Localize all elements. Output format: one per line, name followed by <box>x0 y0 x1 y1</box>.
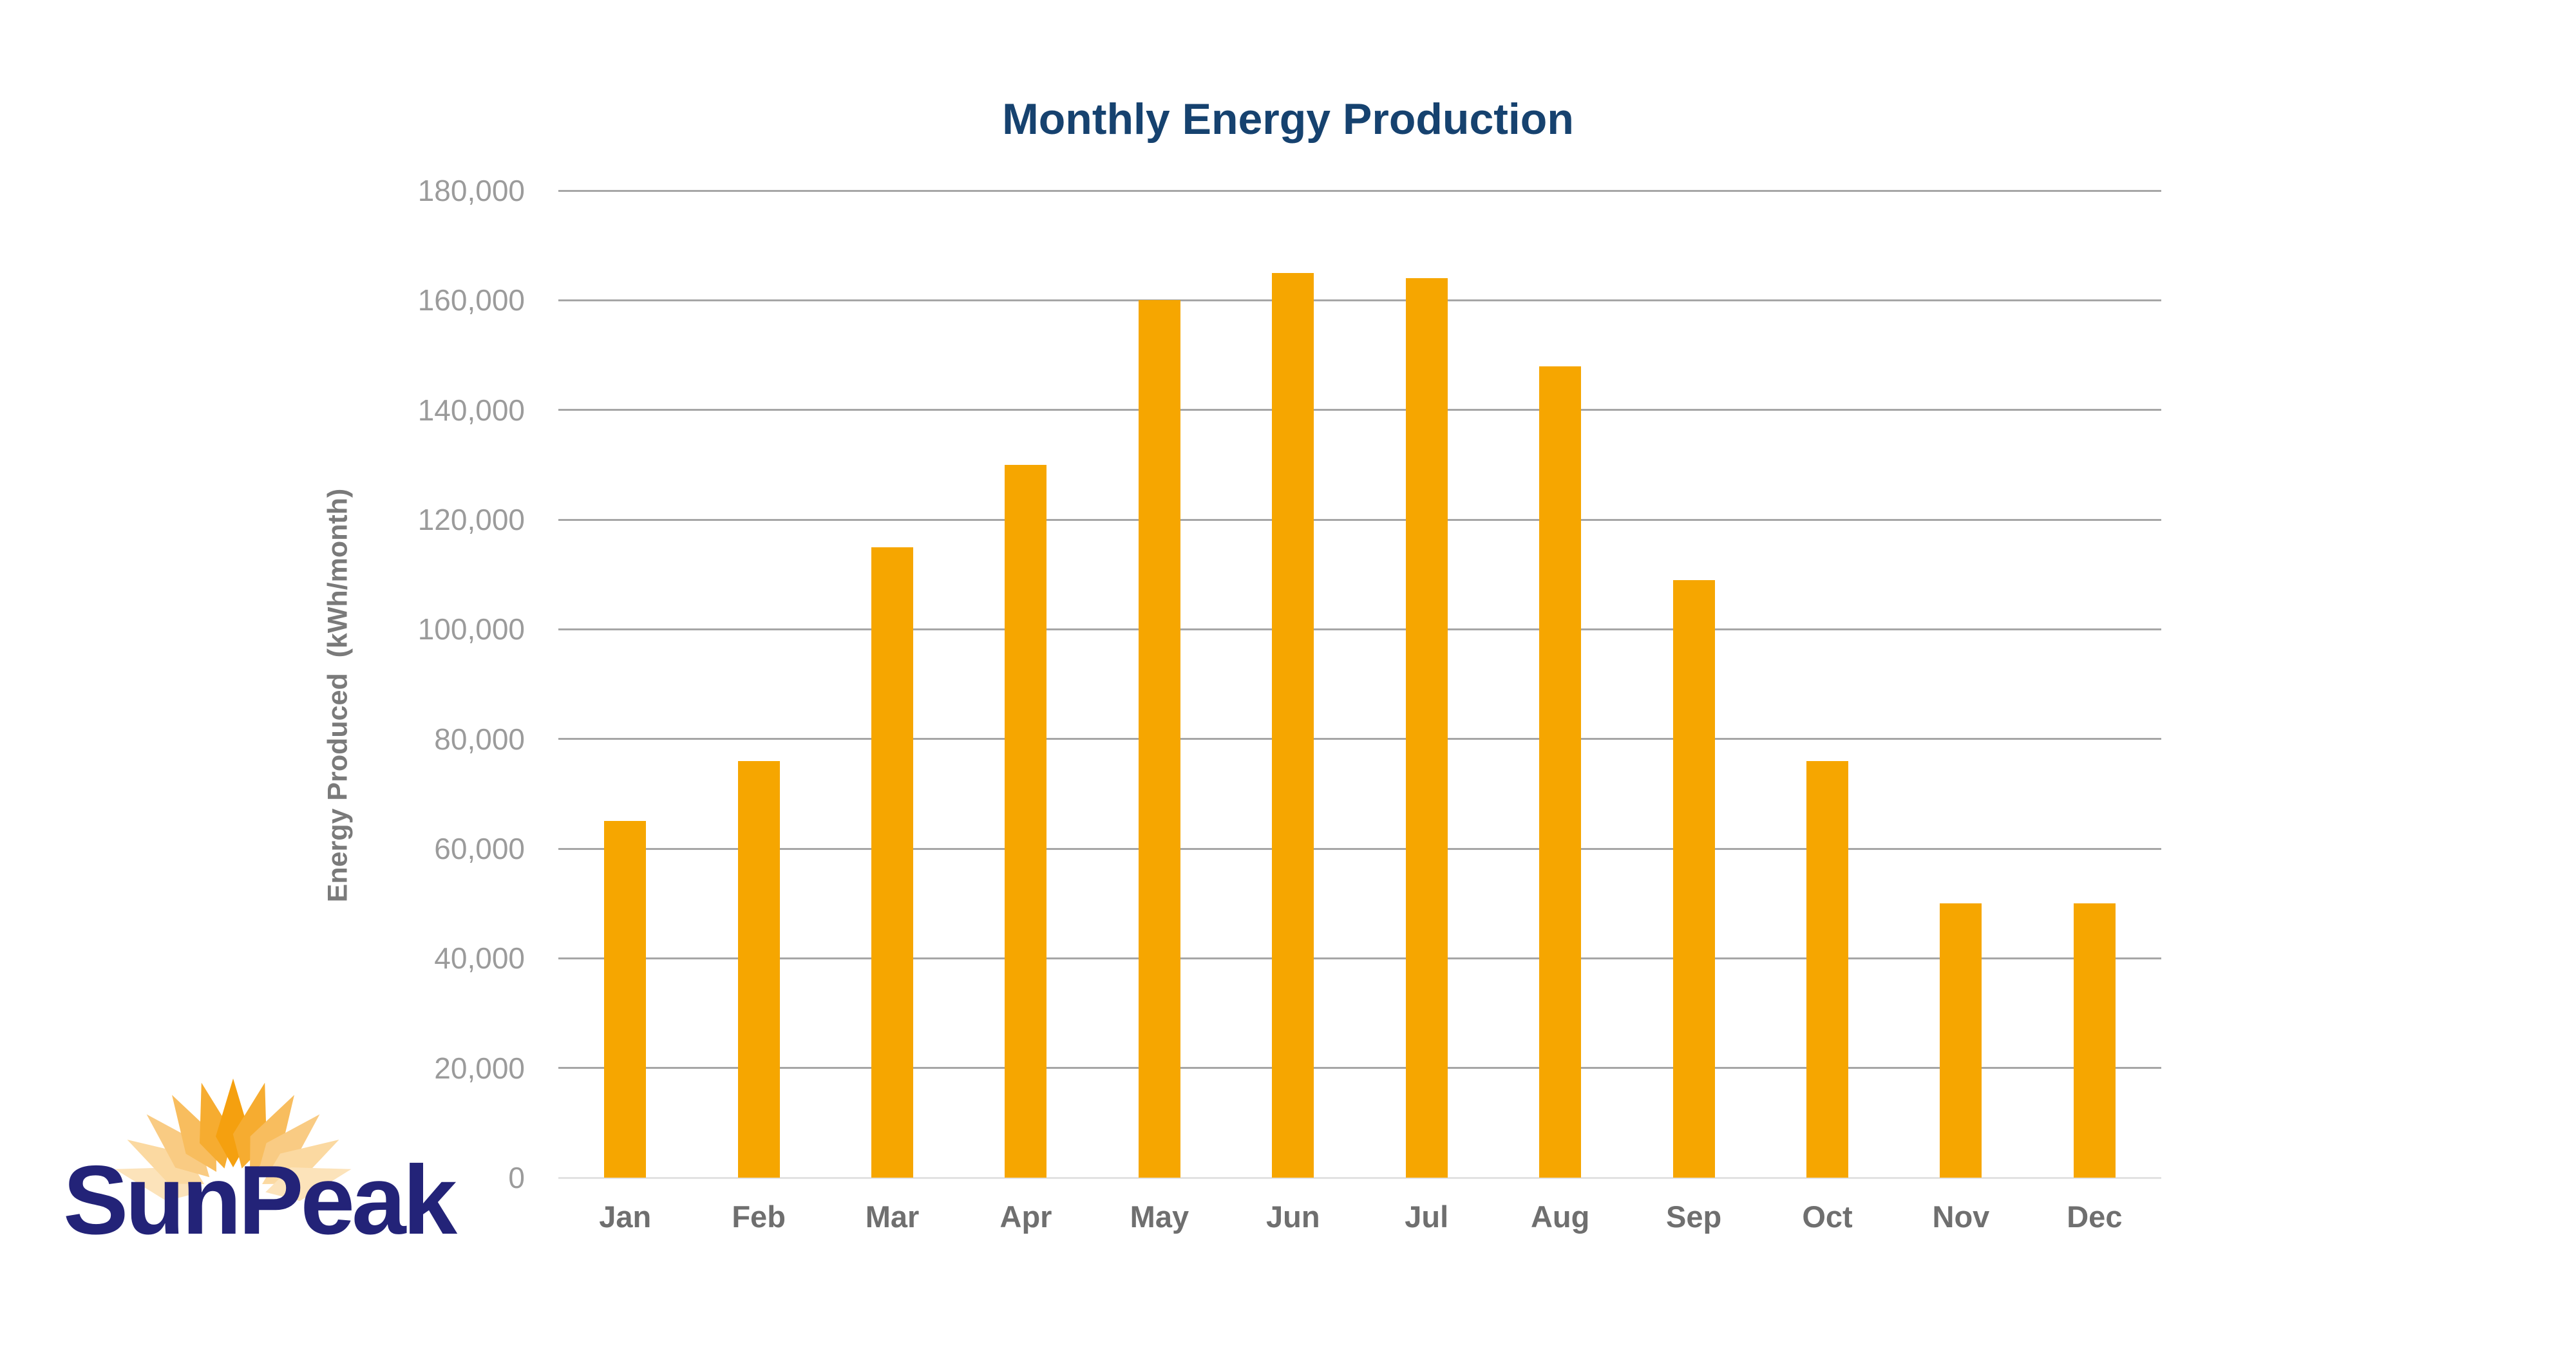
bar-jun <box>1272 272 1314 1178</box>
bar-series <box>558 191 2161 1178</box>
gridline-180000 <box>558 189 2161 192</box>
gridline-40000 <box>558 957 2161 959</box>
y-tick-label-20000: 20,000 <box>434 1051 525 1085</box>
gridline-80000 <box>558 738 2161 740</box>
sun-petal <box>250 1095 294 1172</box>
gridline-60000 <box>558 847 2161 850</box>
sunburst-icon <box>115 1079 352 1201</box>
x-axis-baseline <box>558 1176 2161 1179</box>
y-tick-label-160000: 160,000 <box>417 283 525 317</box>
bar-slot-may <box>1093 191 1226 1178</box>
sun-petal <box>146 1114 210 1178</box>
bar-sep <box>1672 579 1715 1178</box>
bar-apr <box>1005 464 1047 1178</box>
bar-slot-dec <box>2028 191 2161 1178</box>
bar-slot-apr <box>959 191 1092 1178</box>
chart-title: Monthly Energy Production <box>1002 95 1574 144</box>
x-tick-label-oct: Oct <box>1802 1200 1853 1234</box>
bar-jul <box>1405 278 1448 1178</box>
x-tick-label-jun: Jun <box>1266 1200 1320 1234</box>
y-tick-label-120000: 120,000 <box>417 503 525 536</box>
bar-jan <box>604 821 647 1178</box>
bar-slot-nov <box>1894 191 2027 1178</box>
bar-slot-mar <box>826 191 959 1178</box>
y-tick-label-80000: 80,000 <box>434 722 525 756</box>
x-tick-label-jan: Jan <box>599 1200 652 1234</box>
gridline-140000 <box>558 409 2161 411</box>
y-tick-label-0: 0 <box>508 1161 525 1194</box>
x-tick-label-may: May <box>1130 1200 1189 1234</box>
sun-petal <box>172 1095 216 1172</box>
bar-nov <box>1940 903 1982 1178</box>
bar-feb <box>737 760 780 1178</box>
bar-may <box>1138 300 1180 1178</box>
x-tick-label-apr: Apr <box>999 1200 1052 1234</box>
bar-slot-feb <box>692 191 825 1178</box>
bar-slot-jan <box>558 191 692 1178</box>
bar-mar <box>871 547 914 1178</box>
plot-area <box>558 189 2161 1179</box>
sun-petal <box>265 1167 352 1201</box>
x-tick-label-aug: Aug <box>1530 1200 1590 1234</box>
bar-slot-oct <box>1761 191 1894 1178</box>
y-axis-tick-labels: 180,000 160,000 140,000 120,000 100,000 80,00… <box>0 0 525 1347</box>
y-tick-label-40000: 40,000 <box>434 941 525 975</box>
gridline-160000 <box>558 299 2161 301</box>
y-tick-label-140000: 140,000 <box>417 393 525 427</box>
x-tick-label-sep: Sep <box>1665 1200 1722 1234</box>
bar-slot-aug <box>1493 191 1627 1178</box>
x-tick-label-nov: Nov <box>1932 1200 1990 1234</box>
gridline-20000 <box>558 1067 2161 1069</box>
gridline-120000 <box>558 518 2161 521</box>
x-tick-label-mar: Mar <box>865 1200 920 1234</box>
sun-petal <box>127 1140 204 1184</box>
sun-petal <box>256 1114 320 1178</box>
gridline-100000 <box>558 628 2161 630</box>
x-tick-label-jul: Jul <box>1405 1200 1449 1234</box>
sun-petal <box>262 1140 339 1184</box>
x-tick-label-feb: Feb <box>732 1200 786 1234</box>
logo-wordmark: SunPeak <box>63 1145 457 1255</box>
bar-slot-jun <box>1226 191 1359 1178</box>
x-tick-label-dec: Dec <box>2067 1200 2123 1234</box>
bar-aug <box>1539 366 1582 1178</box>
x-axis-tick-labels: Jan Feb Mar Apr May Jun Jul Aug Sep Oct Nov Dec <box>558 1199 2161 1234</box>
y-tick-label-60000: 60,000 <box>434 832 525 865</box>
sunpeak-logo: SunPeak <box>58 1069 457 1262</box>
bar-dec <box>2073 903 2116 1178</box>
y-tick-label-180000: 180,000 <box>417 174 525 207</box>
y-tick-label-100000: 100,000 <box>417 612 525 646</box>
bar-oct <box>1806 760 1848 1178</box>
bar-slot-jul <box>1360 191 1493 1178</box>
bar-slot-sep <box>1627 191 1760 1178</box>
